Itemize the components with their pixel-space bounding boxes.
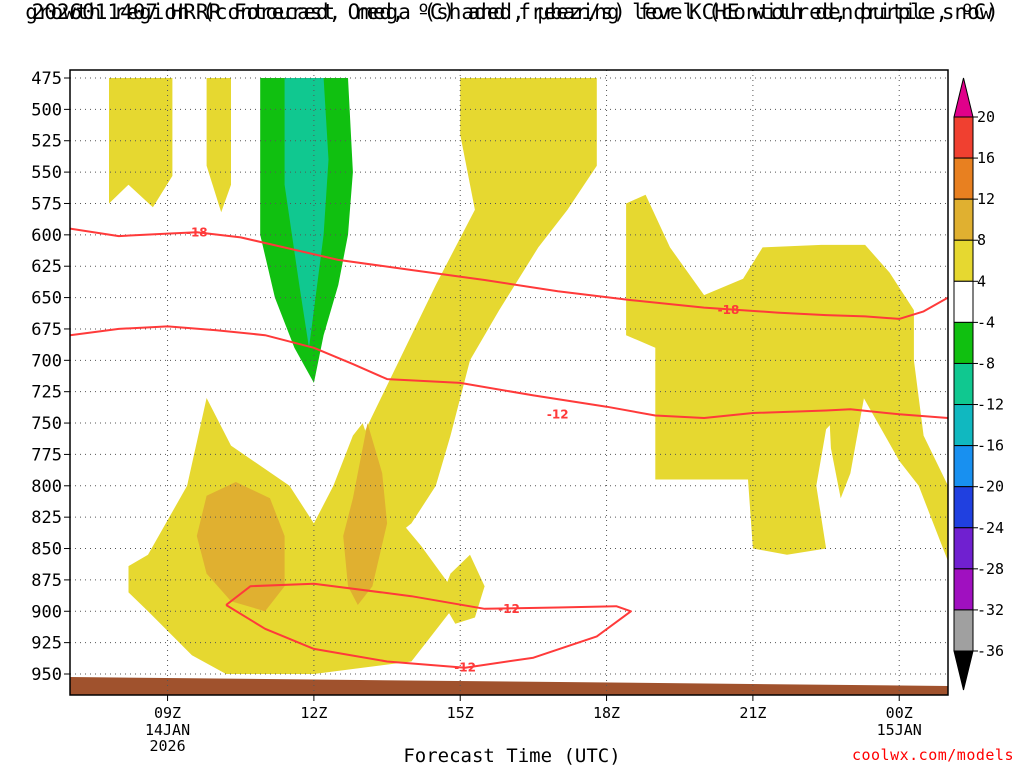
omega-region-11: [343, 423, 388, 605]
colorbar-label-4: 4: [977, 272, 986, 290]
y-tick-label-550: 550: [31, 163, 62, 183]
contour-label-1: -18: [718, 303, 740, 317]
omega-region-10: [196, 482, 285, 612]
colorbar-label--8: -8: [977, 354, 995, 372]
y-tick-label-600: 600: [31, 226, 62, 246]
colorbar-bin-4: [953, 239, 974, 282]
isotherm-contour-0: [70, 227, 948, 320]
colorbar-label--36: -36: [977, 642, 1004, 660]
y-tick-label-575: 575: [31, 194, 62, 214]
y-tick-label-900: 900: [31, 602, 62, 622]
colorbar-bottom-arrow: [953, 650, 974, 691]
colorbar-bin-12: [953, 568, 974, 611]
colorbar-label-20: 20: [977, 108, 995, 126]
credit-text: coolwx.com/models: [851, 746, 1014, 764]
y-tick-label-800: 800: [31, 477, 62, 497]
y-tick-label-875: 875: [31, 571, 62, 591]
y-tick-label-850: 850: [31, 540, 62, 560]
isotherm-contour-2: [225, 582, 632, 669]
y-tick-label-950: 950: [31, 665, 62, 685]
colorbar-label--12: -12: [977, 396, 1004, 414]
omega-region-0: [109, 78, 173, 208]
colorbar-top-arrow: [953, 77, 974, 118]
x-tick-label-21Z: 21Z: [739, 704, 766, 722]
contour-label-2: -12: [547, 407, 569, 421]
colorbar-bin-13: [953, 609, 974, 652]
x-tick-label-18Z: 18Z: [593, 704, 620, 722]
y-tick-label-750: 750: [31, 414, 62, 434]
colorbar-label--32: -32: [977, 601, 1004, 619]
omega-region-6: [626, 194, 948, 562]
contour-label-3: -12: [498, 602, 520, 616]
chart-title-line-2: growth region (contoured, red, ºC) and f…: [25, 0, 999, 24]
colorbar-label-16: 16: [977, 149, 995, 167]
omega-region-7: [826, 335, 866, 499]
isotherm-contour-1: [70, 325, 948, 419]
omega-region-3: [313, 78, 597, 587]
chart-title-line-1: 2026011407 HRRR Forecast Omega (shaded, …: [31, 0, 993, 24]
colorbar-bin-5: [953, 280, 974, 323]
colorbar-bin-8: [953, 404, 974, 447]
x-axis-label: Forecast Time (UTC): [403, 745, 621, 767]
y-tick-label-500: 500: [31, 100, 62, 120]
x-tick-sublabel-09Z-1: 2026: [149, 737, 185, 755]
y-tick-label-725: 725: [31, 383, 62, 403]
colorbar-bin-3: [953, 198, 974, 241]
x-tick-label-09Z: 09Z: [154, 704, 181, 722]
contour-label-4: -12: [454, 661, 476, 675]
omega-region-1: [206, 78, 231, 213]
colorbar-bin-2: [953, 157, 974, 200]
y-tick-label-625: 625: [31, 257, 62, 277]
y-tick-label-650: 650: [31, 289, 62, 309]
x-tick-label-12Z: 12Z: [300, 704, 327, 722]
terrain-ground: [70, 677, 948, 695]
x-tick-label-00Z: 00Z: [886, 704, 913, 722]
colorbar-label--20: -20: [977, 478, 1004, 496]
colorbar-label--4: -4: [977, 313, 995, 331]
omega-region-9: [284, 78, 329, 348]
plot-frame: [69, 69, 949, 696]
colorbar-bin-6: [953, 321, 974, 364]
colorbar-label--16: -16: [977, 437, 1004, 455]
y-tick-label-925: 925: [31, 634, 62, 654]
x-tick-sublabel-00Z-0: 15JAN: [877, 721, 922, 739]
colorbar-label-12: 12: [977, 190, 995, 208]
colorbar-bin-10: [953, 486, 974, 529]
contour-label-0: -18: [186, 225, 208, 239]
y-tick-label-700: 700: [31, 351, 62, 371]
colorbar-bin-1: [953, 116, 974, 159]
colorbar-bin-11: [953, 527, 974, 570]
x-tick-sublabel-09Z-0: 14JAN: [145, 721, 190, 739]
colorbar-label--28: -28: [977, 560, 1004, 578]
colorbar-bin-9: [953, 445, 974, 488]
y-tick-label-775: 775: [31, 445, 62, 465]
colorbar-bin-7: [953, 362, 974, 406]
y-tick-label-525: 525: [31, 132, 62, 152]
y-tick-label-825: 825: [31, 508, 62, 528]
x-tick-label-15Z: 15Z: [447, 704, 474, 722]
colorbar-label-8: 8: [977, 231, 986, 249]
y-tick-label-675: 675: [31, 320, 62, 340]
y-tick-label-475: 475: [31, 69, 62, 89]
colorbar-label--24: -24: [977, 519, 1004, 537]
omega-region-4: [128, 398, 470, 674]
